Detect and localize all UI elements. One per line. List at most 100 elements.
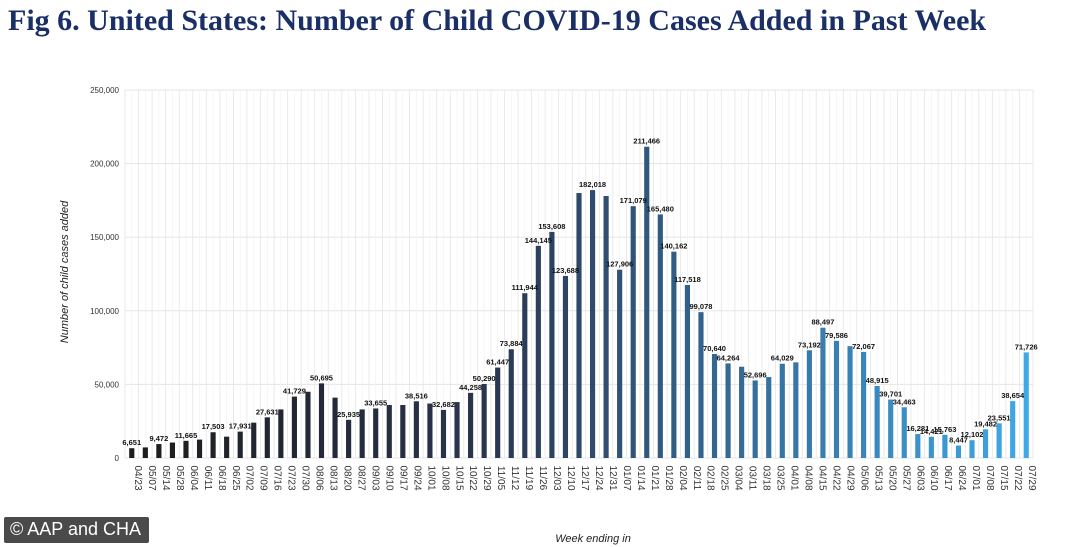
x-tick-label: 06/04 [188,465,199,490]
x-tick-label: 01/14 [635,465,646,490]
y-axis-title: Number of child cases added [59,200,71,343]
data-label: 33,655 [364,398,387,407]
bar-01-21 [657,214,663,458]
x-tick-label: 01/28 [663,465,674,490]
bar-03-25 [779,363,785,458]
bar-03-04 [739,366,745,458]
x-tick-label: 05/06 [858,465,869,490]
data-label: 52,696 [744,370,767,379]
data-label: 61,447 [486,358,509,367]
data-label: 64,264 [717,353,741,362]
x-tick-label: 07/30 [300,465,311,490]
data-label: 123,688 [552,266,579,275]
data-label: 79,586 [825,331,848,340]
x-tick-label: 01/21 [649,465,660,490]
data-label: 144,145 [525,236,552,245]
bar-12-31 [617,269,623,458]
x-tick-label: 03/11 [747,466,758,491]
bar-06-11 [224,436,230,458]
data-label: 153,608 [538,222,565,231]
x-tick-label: 02/18 [705,465,716,490]
data-label: 38,516 [405,391,428,400]
data-label: 71,726 [1015,342,1038,351]
grid-lines [124,89,1034,459]
x-tick-label: 08/27 [355,465,366,490]
bar-06-03 [915,434,921,458]
bar-10-15 [468,392,474,458]
x-tick-label: 10/01 [425,465,436,490]
x-tick-label: 12/31 [607,465,618,490]
bars [129,146,1029,459]
bar-12-10 [576,193,582,459]
bar-07-16 [291,396,297,458]
x-tick-label: 04/01 [789,465,800,490]
x-tick-label: 11/26 [537,466,548,491]
x-tick-label: 05/13 [872,465,883,490]
data-label: 48,915 [866,376,889,385]
data-label: 17,931 [229,422,252,431]
bar-01-14 [644,146,650,458]
x-tick-label: 04/22 [830,465,841,490]
x-tick-label: 08/13 [328,465,339,490]
data-label: 99,078 [689,302,712,311]
y-tick-label: 50,000 [95,380,120,389]
bar-05-27 [901,407,907,458]
bar-05-14 [169,442,176,458]
bar-10-01 [440,409,447,458]
x-tick-label: 04/15 [816,465,827,490]
data-label: 15,763 [933,425,956,434]
x-tick-label: 07/22 [1012,465,1023,490]
data-label: 117,518 [674,275,701,284]
bar-07-08 [982,429,989,458]
x-tick-label: 01/07 [621,465,632,490]
bar-06-17 [942,434,948,458]
bar-06-04 [210,432,216,458]
x-tick-label: 05/07 [146,465,157,490]
data-label: 44,258 [459,383,482,392]
x-tick-label: 10/29 [481,465,492,490]
x-tick-label: 05/28 [174,465,185,490]
bar-09-17 [413,401,419,458]
bar-04-29 [847,346,853,458]
data-label: 70,640 [703,344,726,353]
x-tick-label: 06/10 [928,465,939,490]
data-label: 32,682 [432,400,455,409]
data-label: 72,067 [852,342,875,351]
x-tick-label: 06/17 [942,465,953,490]
bar-08-06 [332,397,338,458]
y-tick-label: 250,000 [90,86,119,95]
x-tick-label: 07/23 [286,465,297,490]
x-tick-label: 10/15 [453,465,464,490]
figure-title: Fig 6. United States: Number of Child CO… [8,4,987,37]
bar-07-22 [1010,401,1016,458]
bar-02-11 [698,312,704,458]
x-tick-label: 07/15 [998,465,1009,490]
data-label: 41,729 [283,387,306,396]
data-label: 38,654 [1001,391,1025,400]
x-tick-label: 07/16 [272,465,283,490]
x-tick-label: 09/24 [411,465,422,490]
x-tick-label: 03/04 [733,465,744,490]
data-label: 64,029 [771,354,794,363]
bar-10-29 [495,367,501,458]
data-label: 8,447 [949,436,968,445]
x-tick-label: 10/22 [467,465,478,490]
data-label: 73,884 [500,339,524,348]
bar-07-23 [305,391,311,458]
data-label: 14,421 [920,427,943,436]
x-tick-label: 12/10 [565,465,576,490]
bar-09-24 [427,403,433,458]
data-label: 27,631 [256,407,279,416]
credit-badge: © AAP and CHA [4,517,150,543]
x-tick-label: 12/17 [579,465,590,490]
x-tick-label: 07/09 [258,465,269,490]
bar-05-13 [874,385,880,458]
bar-08-27 [373,408,379,458]
bar-02-04 [684,285,690,458]
bar-08-13 [346,419,352,458]
x-tick-label: 07/02 [244,465,255,490]
bar-04-08 [806,350,812,458]
x-axis-title: Week ending in [555,533,631,545]
bar-06-10 [928,436,934,458]
x-axis: 04/23 05/07 05/14 05/28 06/04 06/11 06/18 06/25… [132,465,1037,490]
